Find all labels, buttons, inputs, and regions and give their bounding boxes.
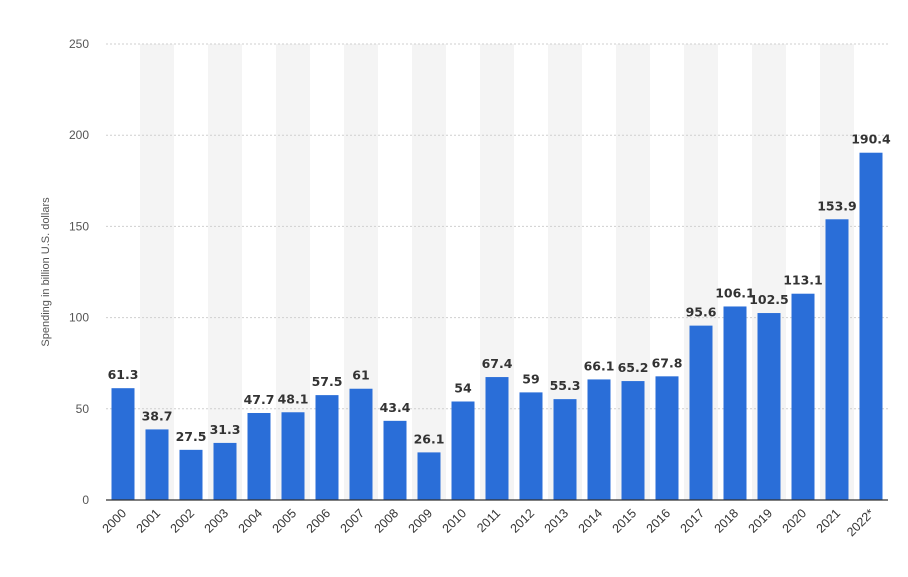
x-tick-label: 2005: [270, 506, 300, 536]
bar[interactable]: [587, 379, 611, 500]
bar[interactable]: [349, 388, 373, 500]
x-tick-label: 2003: [202, 506, 232, 536]
x-tick-label: 2007: [338, 506, 368, 536]
x-tick-label: 2014: [576, 506, 606, 536]
y-axis-ticks: 0 50 100 150 200 250: [69, 37, 89, 507]
x-tick-label: 2021: [814, 506, 844, 536]
data-label: 153.9: [817, 198, 857, 213]
bar[interactable]: [417, 452, 441, 500]
x-tick-label: 2012: [508, 506, 538, 536]
y-tick-label: 150: [69, 219, 89, 233]
bar[interactable]: [383, 420, 407, 500]
data-label: 54: [454, 381, 472, 396]
data-label: 67.4: [482, 356, 513, 371]
background-stripe: [140, 44, 174, 500]
y-axis-title: Spending in billion U.S. dollars: [40, 197, 52, 347]
y-tick-label: 200: [69, 128, 89, 142]
bar[interactable]: [281, 412, 305, 500]
x-tick-label: 2000: [100, 506, 130, 536]
bar[interactable]: [179, 449, 203, 500]
bar[interactable]: [723, 306, 747, 500]
data-label: 106.1: [715, 285, 755, 300]
data-label: 61.3: [108, 367, 139, 382]
data-label: 43.4: [380, 400, 411, 415]
data-label: 102.5: [749, 292, 789, 307]
bar[interactable]: [315, 395, 339, 500]
data-label: 27.5: [176, 429, 207, 444]
background-stripe: [412, 44, 446, 500]
bar[interactable]: [451, 401, 475, 500]
x-tick-label: 2010: [440, 506, 470, 536]
bar[interactable]: [655, 376, 679, 500]
data-labels: 61.3 38.727.5 31.347.7 48.157.5 61 43.4 26.1 54…: [108, 132, 891, 447]
data-label: 26.1: [414, 431, 445, 446]
bar[interactable]: [689, 325, 713, 500]
data-label: 65.2: [618, 360, 649, 375]
x-tick-label: 2006: [304, 506, 334, 536]
bar[interactable]: [111, 388, 135, 500]
x-tick-label: 2015: [610, 506, 640, 536]
data-label: 190.4: [851, 132, 891, 147]
x-tick-label: 2013: [542, 506, 572, 536]
bar[interactable]: [247, 412, 271, 500]
data-label: 67.8: [652, 355, 683, 370]
x-tick-label: 2017: [678, 506, 708, 536]
data-label: 48.1: [278, 391, 309, 406]
bar[interactable]: [621, 381, 645, 500]
x-tick-label: 2011: [474, 506, 503, 535]
data-label: 59: [522, 371, 539, 386]
x-tick-label: 2019: [746, 506, 776, 536]
x-tick-label: 2009: [406, 506, 436, 536]
bar[interactable]: [213, 442, 237, 500]
x-tick-label: 2004: [236, 506, 266, 536]
bar[interactable]: [791, 293, 815, 500]
y-tick-label: 0: [82, 493, 89, 507]
y-tick-label: 250: [69, 37, 89, 51]
x-tick-label: 2008: [372, 506, 402, 536]
y-tick-label: 50: [76, 402, 90, 416]
bar[interactable]: [145, 429, 169, 500]
bar[interactable]: [825, 219, 849, 500]
background-stripe: [208, 44, 242, 500]
bar[interactable]: [485, 377, 509, 500]
x-tick-label: 2001: [134, 506, 164, 536]
data-label: 95.6: [686, 305, 717, 320]
bars: [111, 152, 883, 501]
x-tick-label: 2022*: [844, 506, 877, 539]
data-label: 66.1: [584, 358, 615, 373]
x-tick-label: 2002: [168, 506, 198, 536]
bar[interactable]: [519, 392, 543, 500]
x-axis-ticks: 2000 2001 2002 2003 2004 2005 2006 2007 2008 2009…: [100, 506, 878, 539]
x-tick-label: 2016: [644, 506, 674, 536]
bar[interactable]: [757, 313, 781, 500]
data-label: 47.7: [244, 392, 275, 407]
x-tick-label: 2018: [712, 506, 742, 536]
bar[interactable]: [553, 399, 577, 500]
data-label: 61: [352, 368, 369, 383]
data-label: 57.5: [312, 374, 343, 389]
x-tick-label: 2020: [780, 506, 810, 536]
bar[interactable]: [859, 152, 883, 501]
data-label: 113.1: [783, 273, 823, 288]
y-tick-label: 100: [69, 311, 89, 325]
data-label: 55.3: [550, 378, 581, 393]
data-label: 31.3: [210, 422, 241, 437]
data-label: 38.7: [142, 408, 173, 423]
